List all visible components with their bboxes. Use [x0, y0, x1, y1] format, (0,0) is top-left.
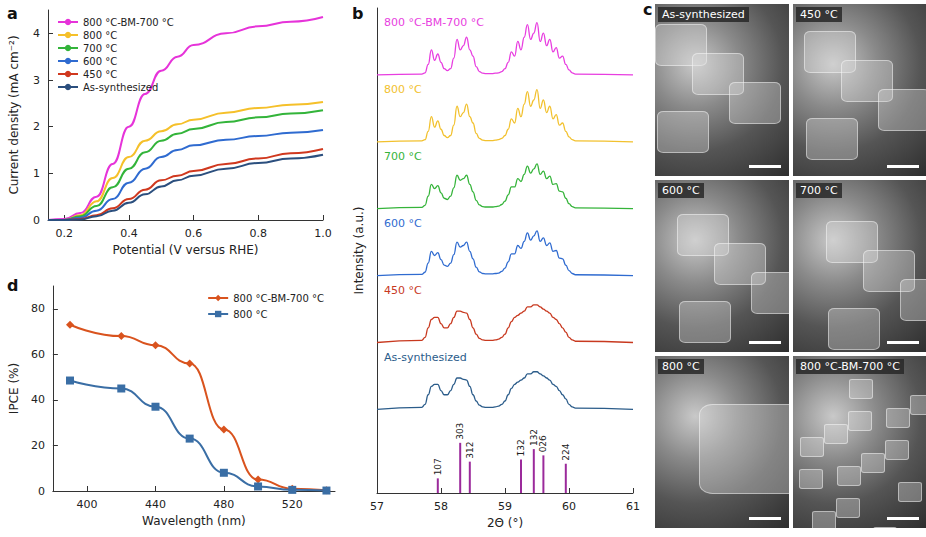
svg-text:700 °C: 700 °C	[83, 43, 117, 54]
svg-text:57: 57	[370, 500, 384, 513]
svg-text:800 °C-BM-700 °C: 800 °C-BM-700 °C	[233, 293, 324, 304]
svg-text:0: 0	[38, 485, 45, 498]
svg-text:Intensity (a.u.): Intensity (a.u.)	[352, 207, 366, 295]
svg-text:600 °C: 600 °C	[83, 56, 117, 67]
svg-text:As-synthesized: As-synthesized	[83, 82, 158, 93]
svg-text:d: d	[7, 276, 18, 295]
svg-text:1.0: 1.0	[314, 227, 332, 240]
svg-text:58: 58	[434, 500, 448, 513]
svg-text:450 °C: 450 °C	[384, 284, 422, 297]
svg-text:303: 303	[455, 423, 465, 440]
html-text:450 °C: 450 °C	[800, 8, 838, 21]
svg-text:60: 60	[31, 348, 45, 361]
svg-text:0.4: 0.4	[120, 227, 138, 240]
svg-text:400: 400	[77, 498, 98, 511]
svg-text:800 °C: 800 °C	[384, 83, 422, 96]
svg-text:4: 4	[33, 27, 40, 40]
svg-text:312: 312	[465, 441, 475, 458]
svg-text:800 °C-BM-700 °C: 800 °C-BM-700 °C	[83, 17, 174, 28]
svg-text:Potential (V versus RHE): Potential (V versus RHE)	[112, 243, 258, 257]
html-text:800 °C: 800 °C	[662, 360, 700, 373]
svg-text:b: b	[352, 4, 363, 23]
svg-text:2: 2	[33, 120, 40, 133]
svg-text:107: 107	[433, 458, 443, 475]
html-text:c: c	[643, 0, 653, 19]
svg-text:1: 1	[33, 167, 40, 180]
svg-text:40: 40	[31, 393, 45, 406]
svg-text:800 °C: 800 °C	[83, 30, 117, 41]
svg-text:800 °C: 800 °C	[233, 309, 267, 320]
svg-text:2Θ (°): 2Θ (°)	[487, 516, 523, 530]
svg-text:80: 80	[31, 302, 45, 315]
html-text:As-synthesized: As-synthesized	[662, 8, 745, 21]
svg-text:0.8: 0.8	[250, 227, 268, 240]
svg-text:0: 0	[33, 214, 40, 227]
html-text:800 °C-BM-700 °C: 800 °C-BM-700 °C	[800, 360, 900, 373]
svg-text:440: 440	[145, 498, 166, 511]
svg-text:0.6: 0.6	[185, 227, 203, 240]
svg-text:Current density (mA cm⁻²): Current density (mA cm⁻²)	[7, 35, 21, 194]
svg-text:As-synthesized: As-synthesized	[384, 351, 467, 364]
svg-text:800 °C-BM-700 °C: 800 °C-BM-700 °C	[384, 16, 484, 29]
svg-text:224: 224	[561, 443, 571, 460]
svg-text:450 °C: 450 °C	[83, 69, 117, 80]
svg-text:a: a	[7, 4, 18, 23]
svg-text:20: 20	[31, 439, 45, 452]
svg-text:59: 59	[498, 500, 512, 513]
svg-text:700 °C: 700 °C	[384, 150, 422, 163]
svg-text:1̄32: 1̄32	[516, 439, 526, 456]
svg-text:600 °C: 600 °C	[384, 217, 422, 230]
svg-text:Wavelength (nm): Wavelength (nm)	[142, 514, 246, 528]
svg-text:60: 60	[562, 500, 576, 513]
html-text:600 °C: 600 °C	[662, 184, 700, 197]
svg-text:520: 520	[282, 498, 303, 511]
svg-text:132: 132	[529, 429, 539, 446]
svg-text:0.2: 0.2	[55, 227, 73, 240]
svg-text:3: 3	[33, 74, 40, 87]
svg-text:61: 61	[626, 500, 640, 513]
svg-text:IPCE (%): IPCE (%)	[7, 363, 21, 414]
svg-text:026: 026	[538, 435, 548, 452]
html-text:700 °C: 700 °C	[800, 184, 838, 197]
svg-text:480: 480	[213, 498, 234, 511]
